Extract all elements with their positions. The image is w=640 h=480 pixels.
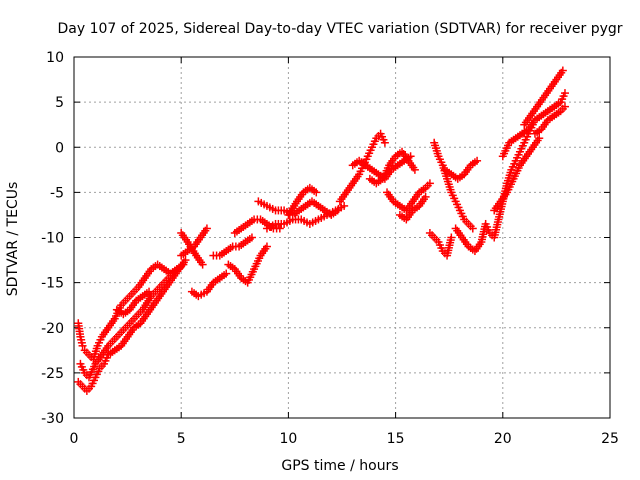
data-point — [262, 242, 271, 251]
y-tick-label: 5 — [55, 95, 64, 111]
data-point — [380, 138, 389, 147]
data-point — [275, 224, 284, 233]
data-point — [560, 89, 569, 98]
data-point — [421, 192, 430, 201]
data-point — [312, 188, 321, 197]
data-point — [558, 66, 567, 75]
x-tick-label: 15 — [387, 431, 405, 447]
x-tick-label: 5 — [177, 431, 186, 447]
data-point — [560, 102, 569, 111]
data-point — [425, 179, 434, 188]
y-tick-label: -25 — [41, 366, 64, 382]
y-tick-label: -30 — [41, 411, 64, 427]
data-point — [181, 256, 190, 265]
y-tick-label: -20 — [41, 321, 64, 337]
data-point — [172, 265, 181, 274]
y-tick-label: 0 — [55, 140, 64, 156]
data-points — [74, 66, 569, 395]
data-point — [410, 165, 419, 174]
data-point — [78, 341, 87, 350]
data-point — [473, 156, 482, 165]
data-point — [198, 260, 207, 269]
x-axis-title: GPS time / hours — [281, 458, 398, 474]
data-point — [447, 233, 456, 242]
y-tick-label: -5 — [50, 185, 64, 201]
x-tick-label: 10 — [279, 431, 297, 447]
x-tick-label: 25 — [601, 431, 619, 447]
data-point — [145, 287, 154, 296]
y-axis-title: SDTVAR / TECUs — [5, 182, 21, 297]
axis-ticks: 0 5 10 15 20 25 -30 -25 -20 -15 -10 -5 0 5 10 — [41, 50, 619, 447]
data-point — [202, 224, 211, 233]
y-tick-label: -10 — [41, 231, 64, 247]
data-point — [535, 134, 544, 143]
y-tick-label: 10 — [46, 50, 64, 66]
data-point — [247, 233, 256, 242]
data-point — [340, 201, 349, 210]
data-point — [222, 269, 231, 278]
x-tick-label: 20 — [494, 431, 512, 447]
data-point — [468, 224, 477, 233]
y-tick-label: -15 — [41, 276, 64, 292]
chart-title: Day 107 of 2025, Sidereal Day-to-day VTE… — [57, 21, 622, 37]
x-tick-label: 0 — [70, 431, 79, 447]
